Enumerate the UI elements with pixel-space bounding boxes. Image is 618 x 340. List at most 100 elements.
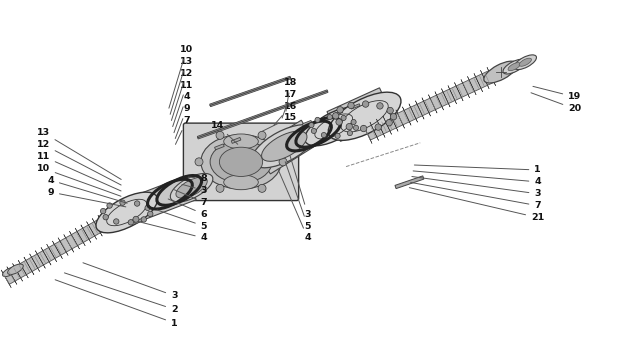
Text: 20: 20 [531, 93, 582, 113]
Text: 11: 11 [36, 152, 121, 191]
Polygon shape [467, 76, 476, 95]
Circle shape [141, 217, 146, 222]
Polygon shape [383, 116, 392, 134]
Polygon shape [92, 218, 102, 236]
Polygon shape [363, 125, 372, 143]
Circle shape [216, 184, 224, 192]
Polygon shape [3, 212, 117, 284]
Ellipse shape [7, 264, 23, 274]
Ellipse shape [224, 175, 258, 190]
Text: 3: 3 [182, 184, 207, 195]
FancyBboxPatch shape [184, 123, 298, 201]
Circle shape [321, 133, 326, 138]
Circle shape [362, 101, 369, 107]
Text: 3: 3 [290, 156, 311, 219]
Polygon shape [480, 70, 489, 89]
Text: 1: 1 [414, 165, 541, 174]
Polygon shape [302, 120, 312, 126]
Text: 6: 6 [168, 199, 207, 219]
Polygon shape [376, 119, 385, 137]
Text: 18: 18 [284, 79, 297, 111]
Text: 13: 13 [170, 57, 193, 114]
Polygon shape [104, 212, 114, 230]
Polygon shape [415, 101, 424, 119]
Circle shape [386, 120, 392, 126]
Text: 3: 3 [83, 263, 177, 300]
Polygon shape [448, 86, 457, 104]
Ellipse shape [484, 61, 517, 83]
Polygon shape [41, 248, 51, 265]
Circle shape [387, 107, 394, 114]
Text: 15: 15 [262, 113, 297, 131]
Polygon shape [409, 104, 418, 122]
Polygon shape [30, 254, 40, 272]
Polygon shape [396, 110, 405, 128]
Polygon shape [327, 88, 393, 141]
Circle shape [311, 129, 316, 134]
Circle shape [114, 219, 119, 224]
Polygon shape [134, 218, 144, 224]
Text: 2: 2 [64, 273, 177, 314]
Text: 5: 5 [285, 162, 311, 231]
Text: 11: 11 [172, 81, 193, 126]
Circle shape [134, 201, 140, 206]
Polygon shape [69, 231, 80, 249]
Circle shape [360, 125, 367, 132]
Ellipse shape [328, 92, 401, 140]
Text: 9: 9 [176, 104, 190, 138]
Circle shape [375, 124, 381, 130]
Circle shape [107, 203, 112, 208]
Polygon shape [370, 122, 379, 140]
Text: 4: 4 [138, 222, 207, 242]
Polygon shape [81, 225, 91, 242]
Ellipse shape [252, 125, 317, 168]
Text: 21: 21 [409, 188, 544, 222]
Polygon shape [98, 215, 108, 233]
Circle shape [346, 123, 352, 130]
Polygon shape [454, 83, 463, 101]
Ellipse shape [171, 173, 213, 202]
Polygon shape [487, 67, 496, 86]
Circle shape [337, 106, 344, 113]
Polygon shape [122, 176, 196, 224]
Polygon shape [58, 238, 68, 255]
Circle shape [351, 119, 356, 124]
Circle shape [216, 131, 224, 139]
Circle shape [195, 158, 203, 166]
Circle shape [128, 220, 133, 225]
Circle shape [100, 208, 106, 214]
Text: 12: 12 [171, 69, 193, 120]
Polygon shape [109, 209, 119, 226]
Text: 19: 19 [533, 86, 582, 101]
Ellipse shape [201, 135, 281, 189]
Text: 7: 7 [174, 190, 207, 207]
Circle shape [335, 133, 340, 138]
Polygon shape [365, 71, 494, 140]
Text: 4: 4 [48, 176, 127, 203]
Polygon shape [19, 260, 28, 278]
Text: 4: 4 [278, 169, 311, 242]
Ellipse shape [224, 134, 258, 149]
Text: 7: 7 [410, 182, 541, 210]
Circle shape [133, 216, 139, 222]
Polygon shape [231, 137, 241, 143]
Ellipse shape [508, 63, 520, 71]
Circle shape [332, 113, 339, 119]
Circle shape [336, 119, 342, 125]
Polygon shape [350, 104, 360, 109]
Text: 5: 5 [157, 210, 207, 231]
Circle shape [120, 200, 125, 205]
Polygon shape [428, 95, 437, 113]
Circle shape [315, 117, 320, 122]
Circle shape [103, 215, 108, 220]
Circle shape [258, 184, 266, 192]
Text: 10: 10 [36, 164, 121, 196]
Polygon shape [395, 176, 424, 189]
Polygon shape [389, 113, 398, 131]
Circle shape [391, 114, 397, 120]
Text: 13: 13 [36, 128, 121, 180]
Polygon shape [214, 144, 224, 150]
Polygon shape [12, 264, 23, 281]
Ellipse shape [96, 192, 158, 233]
Polygon shape [435, 91, 444, 110]
